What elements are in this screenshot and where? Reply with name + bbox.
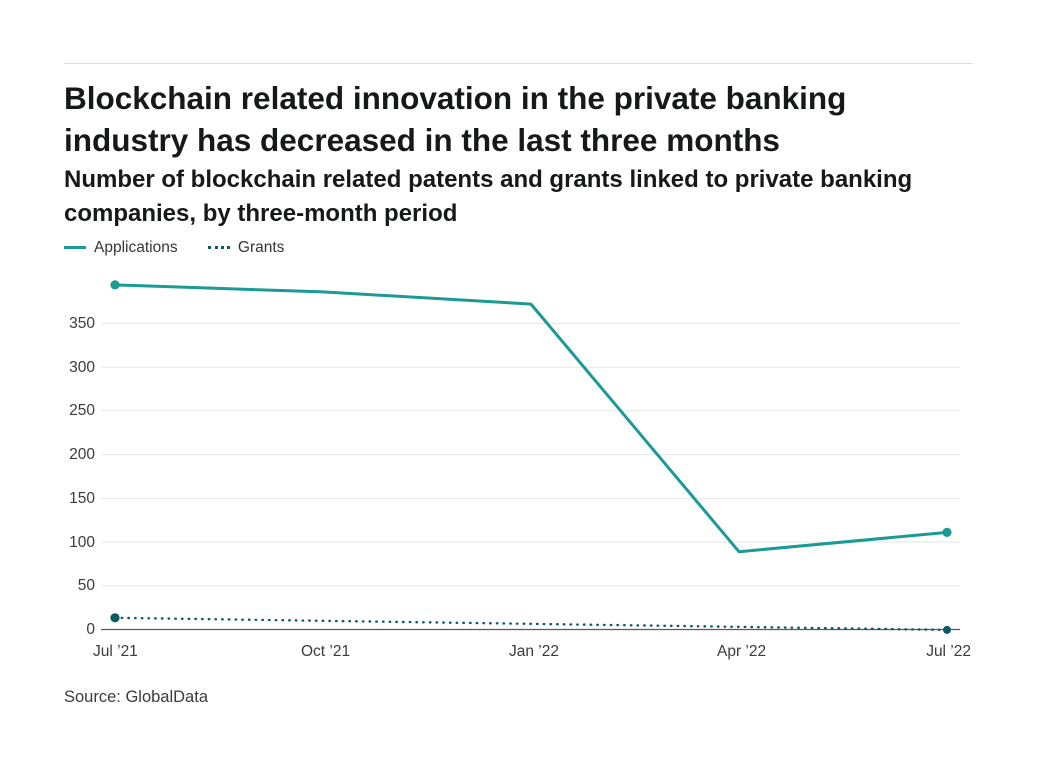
svg-text:Apr ’22: Apr ’22 <box>717 643 766 660</box>
svg-text:100: 100 <box>69 534 95 551</box>
svg-text:Oct ’21: Oct ’21 <box>301 643 350 660</box>
svg-text:150: 150 <box>69 490 95 507</box>
svg-text:Jan ’22: Jan ’22 <box>509 643 559 660</box>
svg-text:200: 200 <box>69 446 95 463</box>
svg-text:Jul ’21: Jul ’21 <box>93 643 138 660</box>
svg-text:50: 50 <box>78 577 96 594</box>
svg-text:Jul ’22: Jul ’22 <box>926 643 971 660</box>
svg-text:0: 0 <box>86 621 95 638</box>
svg-text:350: 350 <box>69 315 95 332</box>
svg-text:300: 300 <box>69 359 95 376</box>
svg-text:250: 250 <box>69 402 95 419</box>
